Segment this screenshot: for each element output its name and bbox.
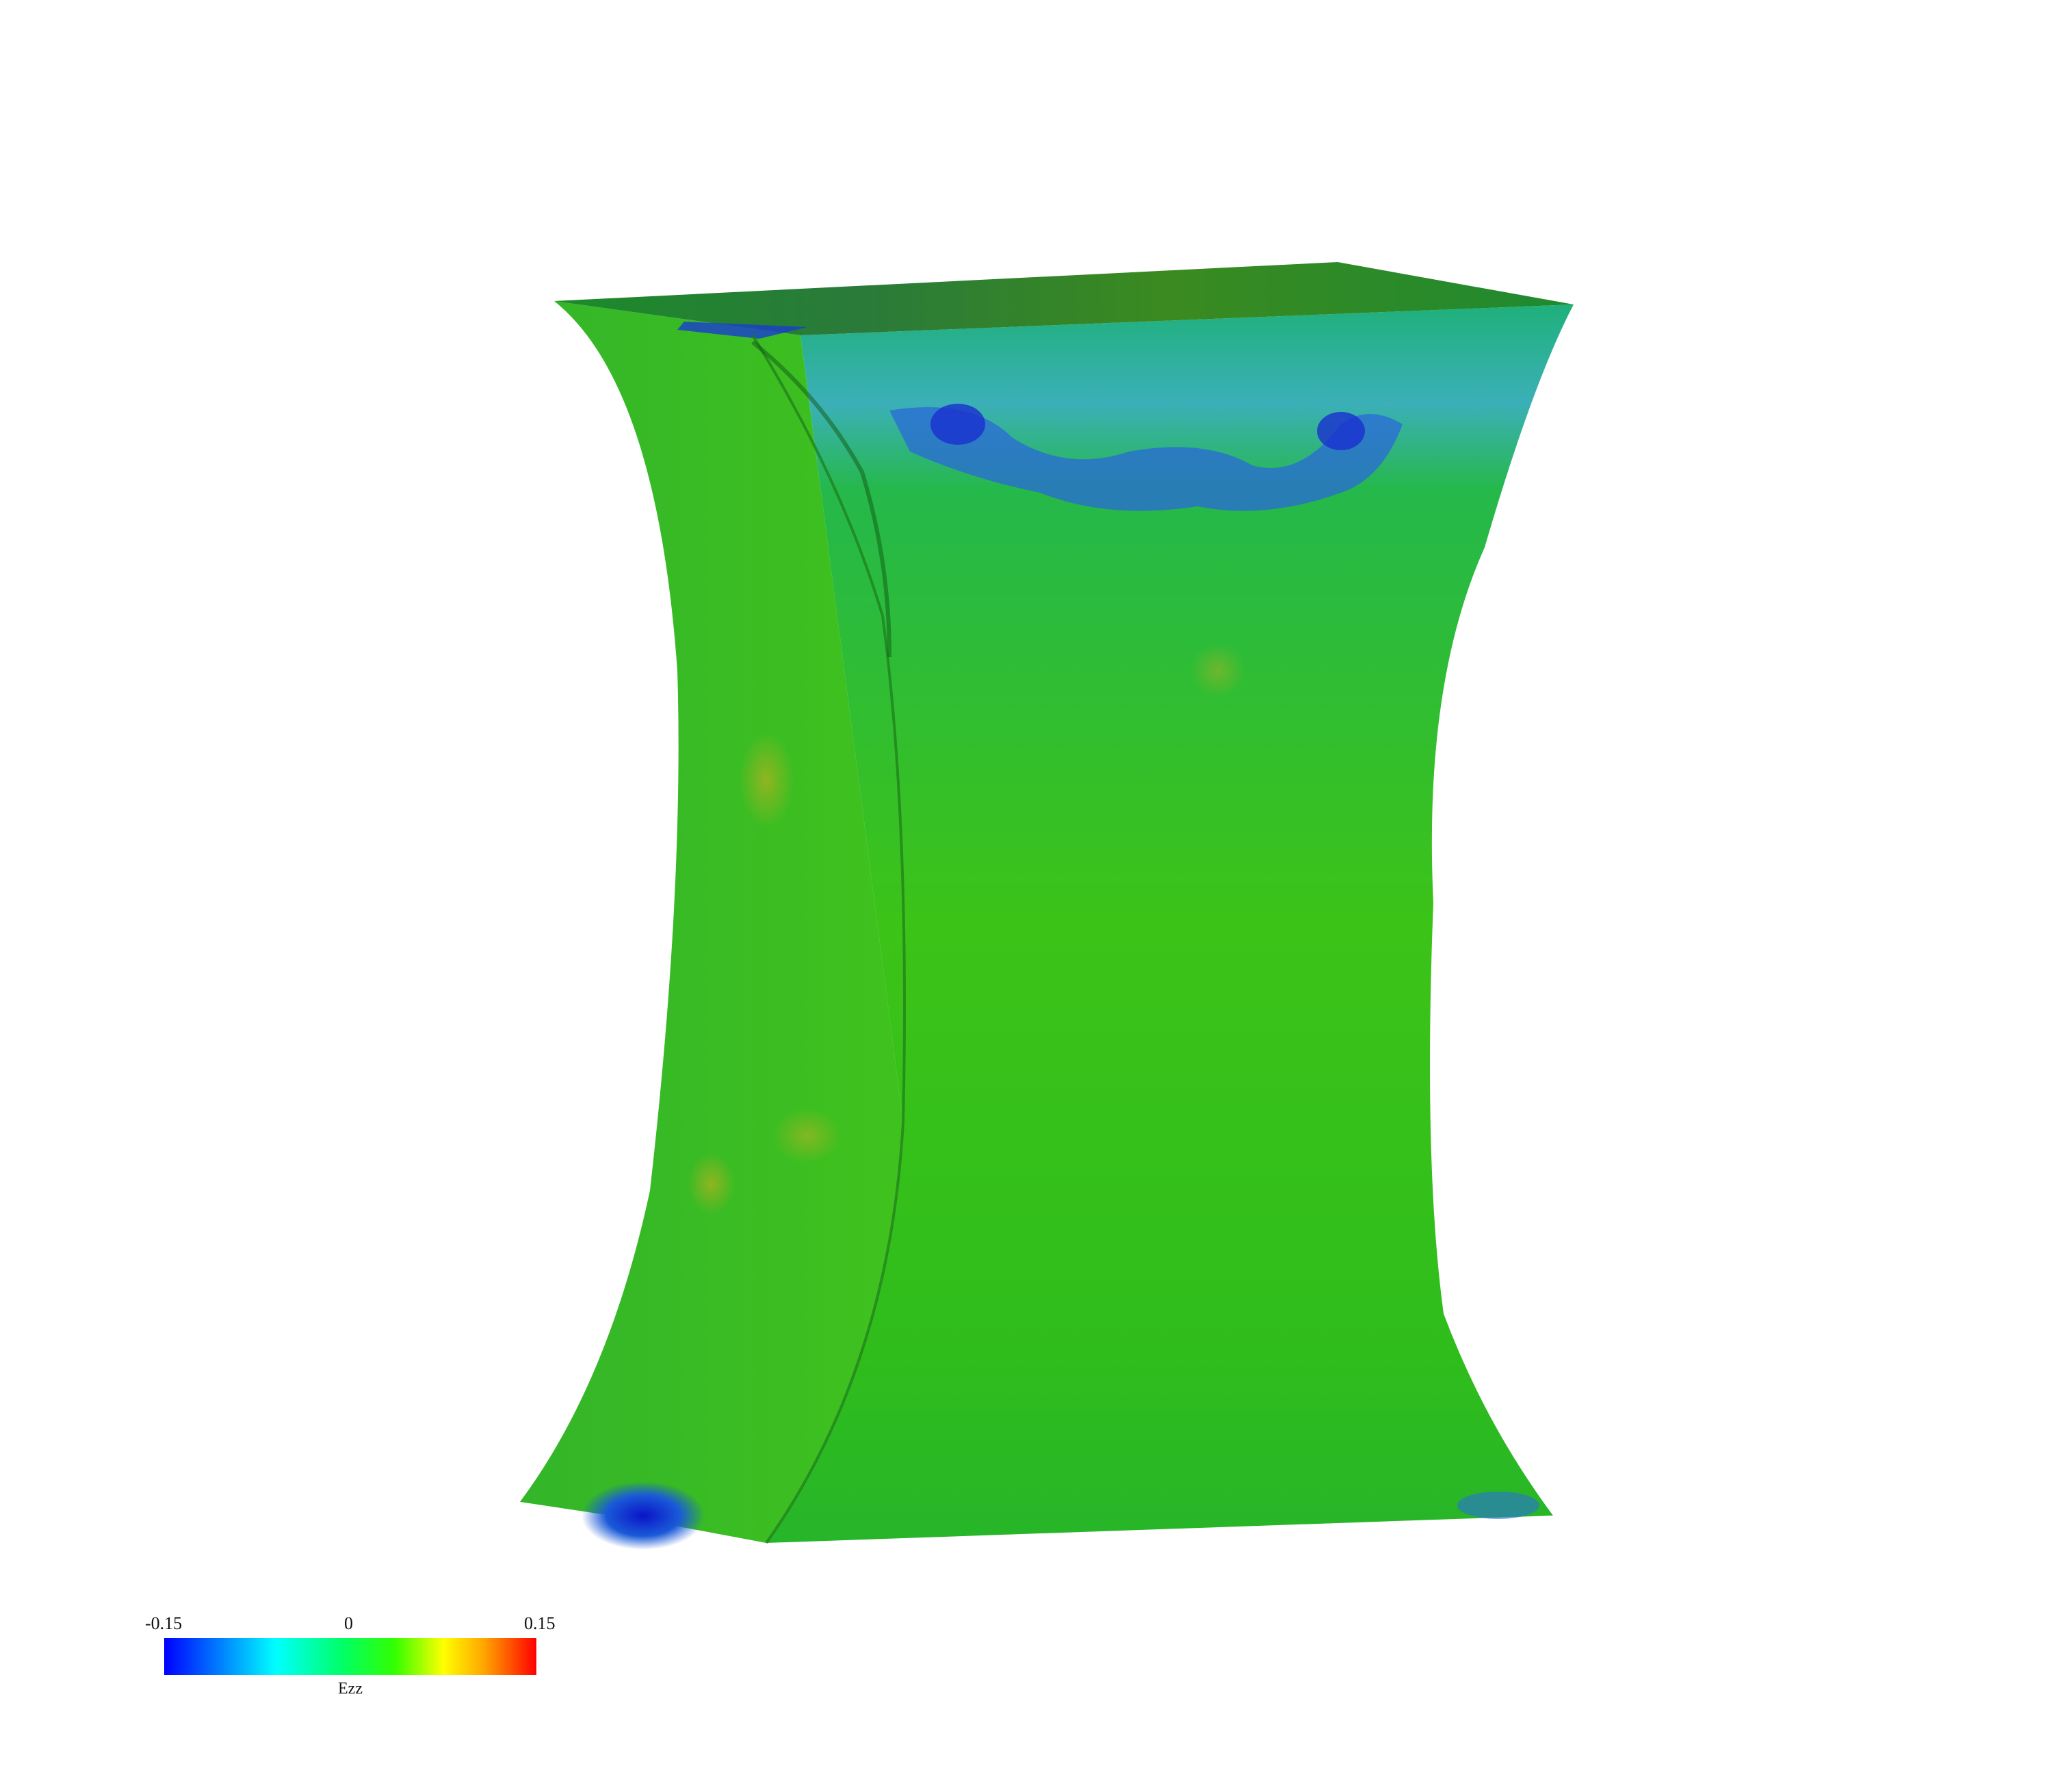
strain-spot-bottom-right [1457,1492,1539,1519]
strain-patch-2 [688,1153,735,1215]
colorbar-min-label: -0.15 [145,1613,183,1633]
strain-spot-top-right [1317,412,1365,450]
top-face-blue-band [677,322,807,339]
specimen-top-face [554,262,1574,335]
colorbar-gradient [164,1638,536,1675]
strain-band-top [889,407,1403,511]
specimen-crease [751,340,891,658]
strain-spot-bottom-left [582,1481,705,1550]
colorbar-max-label: 0.15 [524,1613,556,1633]
colorbar-legend: -0.15 0 0.15 Ezz [137,1613,561,1698]
strain-patch-4 [1190,643,1245,698]
colorbar-title: Ezz [338,1680,363,1698]
strain-patch-1 [739,732,794,828]
colorbar-mid-label: 0 [344,1613,353,1633]
specimen-vertical-edge [751,334,906,1544]
specimen-left-face [520,301,903,1543]
specimen-front-face [766,304,1574,1543]
strain-spot-top-left [930,404,985,445]
strain-patch-3 [773,1108,842,1163]
